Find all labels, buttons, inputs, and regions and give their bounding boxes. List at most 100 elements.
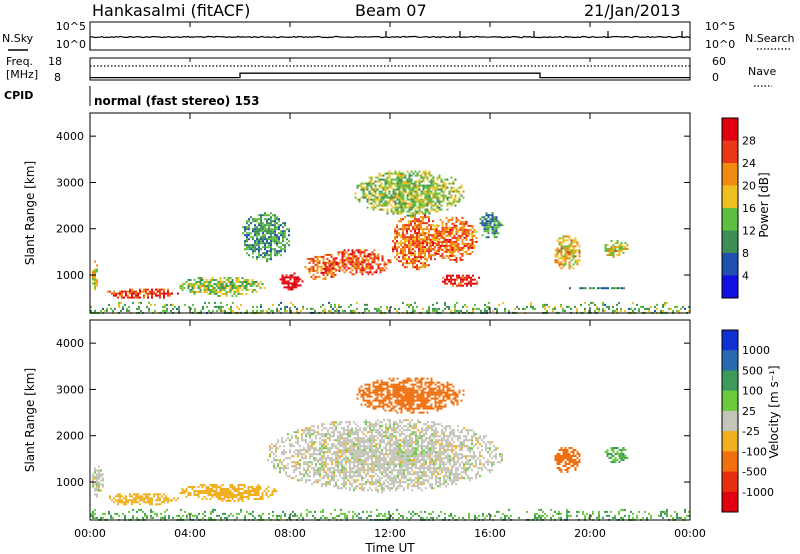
data-cell — [422, 172, 425, 175]
data-cell — [404, 228, 406, 231]
data-cell — [294, 305, 296, 308]
data-cell — [266, 220, 268, 223]
data-cell — [416, 244, 418, 247]
data-cell — [418, 268, 420, 271]
data-cell — [454, 307, 456, 310]
data-cell — [403, 447, 405, 450]
data-cell — [181, 289, 184, 291]
data-cell — [341, 259, 344, 262]
data-cell — [453, 226, 456, 229]
data-cell — [151, 292, 153, 295]
data-cell — [357, 471, 359, 474]
data-cell — [189, 486, 192, 488]
data-cell — [387, 455, 389, 458]
data-cell — [379, 453, 381, 456]
data-cell — [407, 453, 409, 456]
data-cell — [420, 256, 422, 259]
data-cell — [143, 499, 145, 502]
data-cell — [392, 212, 395, 215]
data-cell — [391, 477, 393, 480]
data-cell — [430, 182, 433, 185]
data-cell — [406, 230, 408, 233]
data-cell — [604, 246, 607, 248]
data-cell — [420, 222, 422, 225]
data-cell — [436, 301, 438, 304]
data-cell — [207, 494, 210, 496]
data-cell — [357, 429, 359, 432]
data-cell — [394, 202, 397, 205]
data-cell — [333, 485, 335, 488]
data-cell — [385, 267, 388, 270]
data-cell — [94, 278, 96, 281]
data-cell — [269, 494, 272, 496]
data-cell — [207, 490, 210, 492]
data-cell — [117, 292, 119, 295]
data-cell — [418, 184, 421, 187]
data-cell — [328, 259, 331, 262]
data-cell — [323, 455, 325, 458]
data-cell — [451, 236, 454, 239]
data-cell — [353, 441, 355, 444]
data-cell — [375, 459, 377, 462]
data-cell — [371, 459, 373, 462]
data-cell — [366, 303, 368, 306]
data-cell — [451, 244, 454, 247]
data-cell — [133, 493, 135, 496]
data-cell — [305, 433, 307, 436]
data-cell — [347, 443, 349, 446]
data-cell — [403, 465, 405, 468]
data-cell — [451, 230, 454, 233]
data-cell — [288, 230, 290, 233]
data-cell — [139, 290, 141, 293]
data-cell — [448, 196, 451, 199]
data-cell — [379, 263, 382, 266]
data-cell — [254, 230, 256, 233]
data-cell — [227, 500, 230, 502]
data-cell — [325, 471, 327, 474]
data-cell — [381, 485, 383, 488]
data-cell — [287, 463, 289, 466]
data-cell — [229, 486, 232, 488]
data-cell — [119, 499, 121, 502]
data-cell — [430, 196, 433, 199]
data-cell — [399, 479, 401, 482]
data-cell — [404, 248, 406, 251]
data-cell — [191, 287, 194, 289]
data-cell — [384, 172, 387, 175]
data-cell — [357, 465, 359, 468]
data-cell — [321, 461, 323, 464]
data-cell — [321, 455, 323, 458]
data-cell — [445, 244, 448, 247]
data-cell — [367, 451, 369, 454]
data-cell — [458, 190, 461, 193]
data-cell — [428, 194, 431, 197]
data-cell — [395, 451, 397, 454]
data-cell — [311, 467, 313, 470]
data-cell — [369, 257, 372, 260]
data-cell — [313, 459, 315, 462]
data-cell — [264, 228, 266, 231]
data-cell — [371, 273, 374, 276]
data-cell — [351, 461, 353, 464]
data-cell — [98, 485, 100, 488]
data-cell — [260, 254, 262, 257]
data-cell — [406, 178, 409, 181]
data-cell — [395, 459, 397, 462]
data-cell — [303, 453, 305, 456]
data-cell — [399, 469, 401, 472]
data-cell — [120, 309, 122, 312]
data-cell — [207, 283, 210, 285]
data-cell — [213, 484, 216, 486]
data-blob-9 — [442, 274, 480, 287]
data-cell — [127, 296, 129, 299]
data-cell — [333, 475, 335, 478]
data-cell — [167, 288, 169, 291]
data-cell — [351, 259, 354, 262]
data-cell — [379, 443, 381, 446]
data-cell — [495, 218, 498, 221]
data-cell — [317, 473, 319, 476]
data-cell — [402, 226, 404, 229]
data-cell — [199, 279, 202, 281]
data-cell — [285, 439, 287, 442]
